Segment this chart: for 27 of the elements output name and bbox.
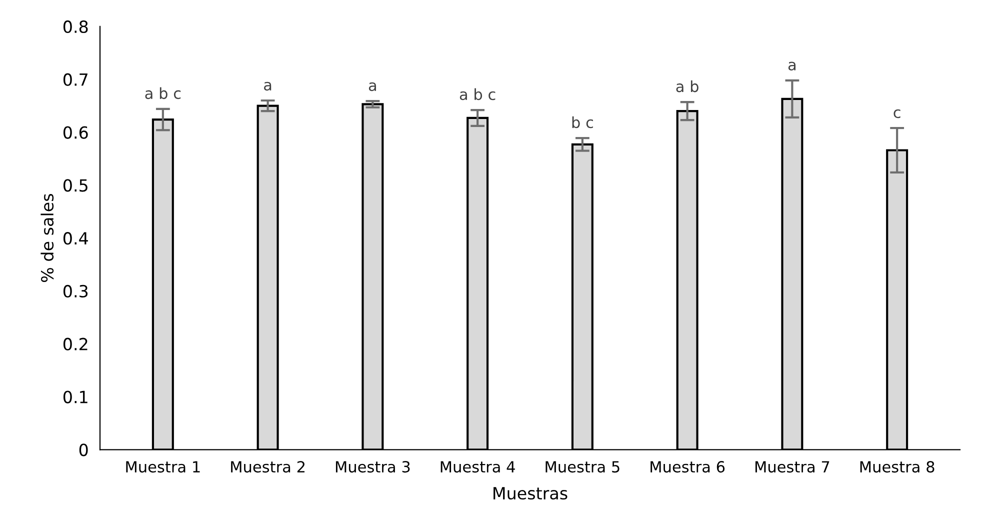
x-tick-label: Muestra 8 xyxy=(860,461,934,473)
y-axis-title: % de sales xyxy=(40,194,54,282)
y-tick-label: 0.2 xyxy=(63,338,88,350)
x-axis-title: Muestras xyxy=(494,487,568,500)
x-tick-label: Muestra 7 xyxy=(755,461,830,473)
annotation: a xyxy=(264,82,272,91)
annotation: a xyxy=(368,82,376,92)
annotation: a b xyxy=(676,80,698,92)
x-tick-label: Muestra 4 xyxy=(440,461,515,473)
annotation: c xyxy=(894,109,900,118)
annotation: a b c xyxy=(145,87,181,100)
x-tick-label: Muestra 2 xyxy=(231,461,304,473)
x-tick-label: Muestra 6 xyxy=(650,461,725,473)
y-tick-label: 0.6 xyxy=(63,126,88,139)
y-tick-label: 0.1 xyxy=(63,390,88,404)
y-tick-label: 0.7 xyxy=(63,73,88,86)
x-tick-label: Muestra 1 xyxy=(126,461,200,473)
annotation: b c xyxy=(572,116,593,128)
y-tick-label: 0 xyxy=(79,444,88,456)
y-tick-label: 0.8 xyxy=(63,20,88,34)
y-tick-label: 0.4 xyxy=(63,232,88,245)
annotation: a b c xyxy=(460,88,496,100)
x-tick-label: Muestra 5 xyxy=(546,461,620,473)
y-tick-label: 0.3 xyxy=(63,284,88,298)
y-tick-label: 0.5 xyxy=(63,179,88,192)
annotation: a xyxy=(788,62,796,71)
x-tick-label: Muestra 3 xyxy=(336,461,410,473)
